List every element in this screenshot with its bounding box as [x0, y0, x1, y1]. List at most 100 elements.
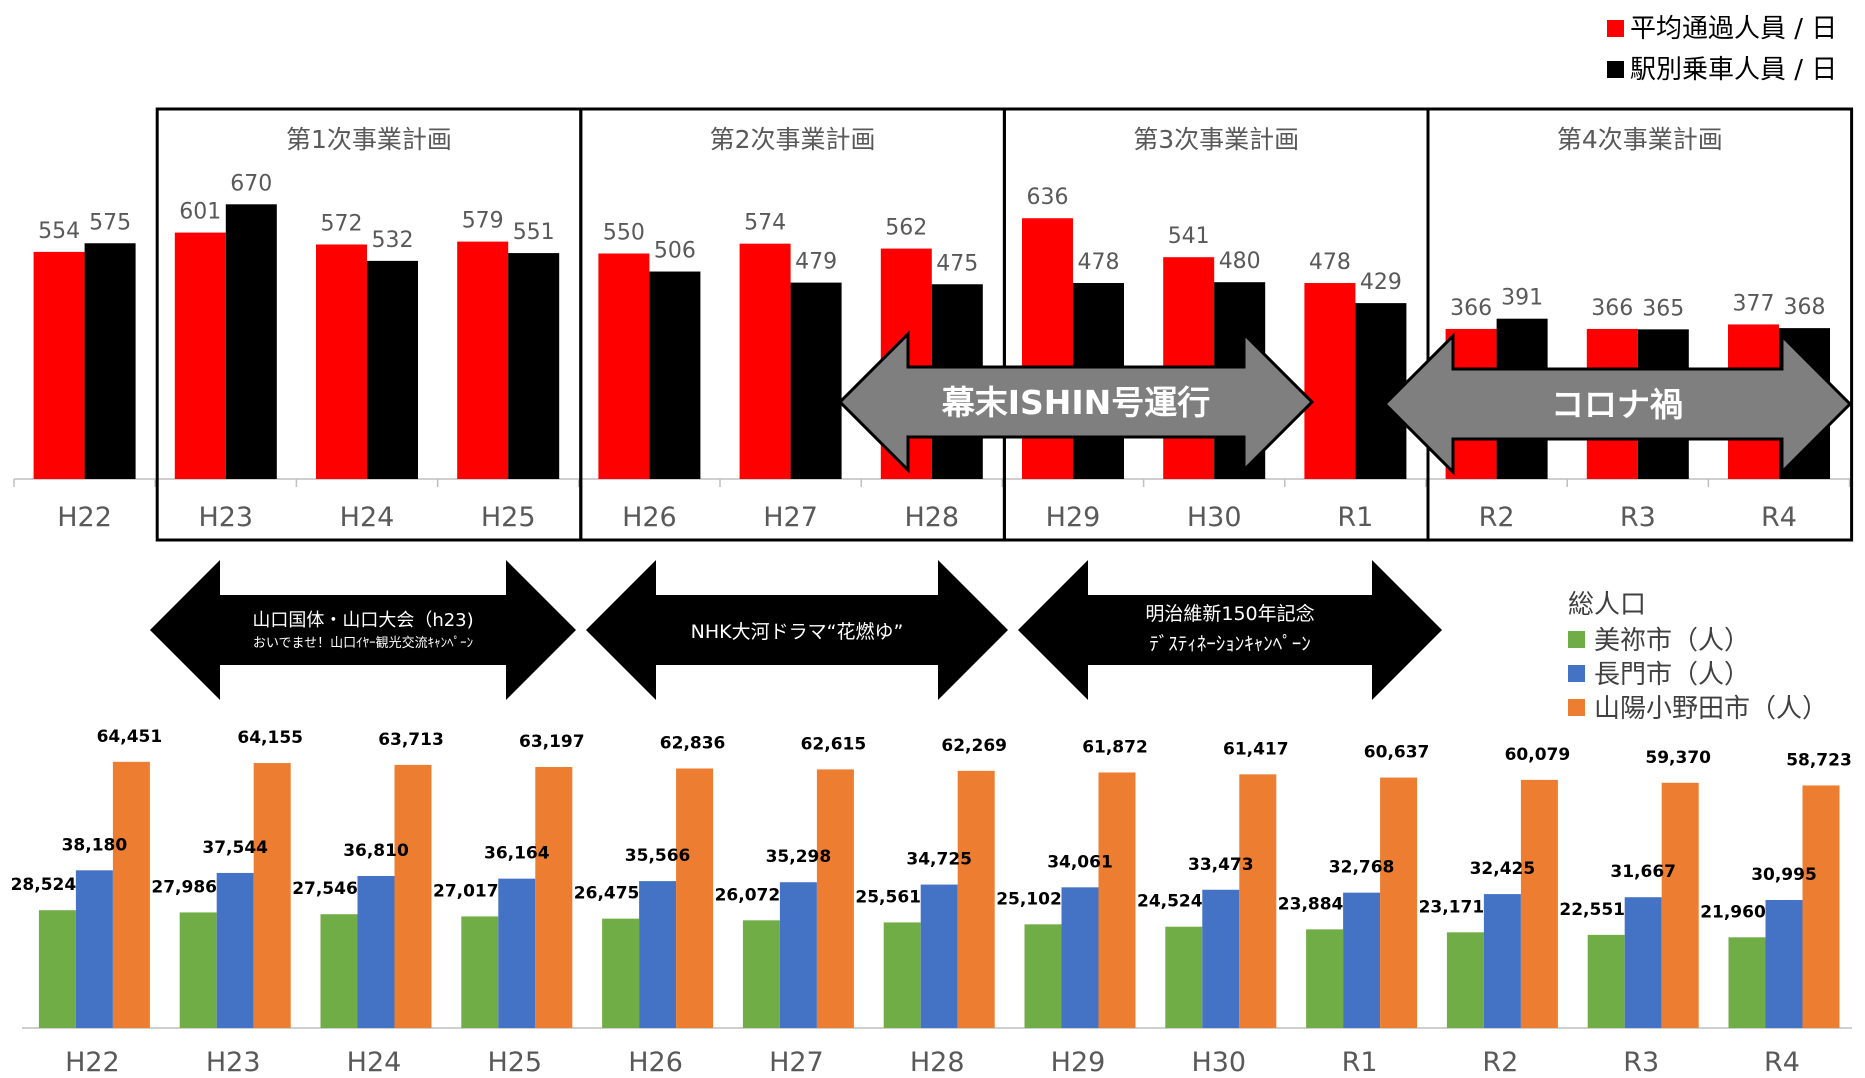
- bottom-category-label: R4: [1764, 1047, 1800, 1074]
- mine-value-label: 26,475: [574, 884, 640, 904]
- passing-bar: [174, 232, 226, 479]
- nagato-bar: [357, 875, 395, 1028]
- sanyo-onoda-bar: [1239, 774, 1277, 1028]
- top-category-label: H30: [1187, 502, 1242, 533]
- bottom-category-label: H28: [910, 1047, 965, 1074]
- bottom-category-label: H26: [628, 1047, 683, 1074]
- bottom-category-label: H30: [1191, 1047, 1246, 1074]
- nagato-bar: [1624, 897, 1662, 1028]
- mine-legend-swatch: [1568, 631, 1585, 648]
- bottom-category-label: H25: [487, 1047, 542, 1074]
- boarding-value-label: 365: [1642, 296, 1684, 321]
- event-3-line-1: 明治維新150年記念: [1145, 602, 1314, 625]
- plan-period-box: [1426, 107, 1854, 542]
- boarding-value-label: 479: [795, 250, 837, 275]
- mine-value-label: 28,524: [11, 875, 77, 895]
- passing-value-label: 579: [462, 209, 504, 234]
- sanyo-onoda-bar: [1661, 782, 1699, 1028]
- nagato-bar: [1343, 892, 1381, 1028]
- top-category-label: R2: [1479, 502, 1515, 533]
- passing-bar: [739, 243, 791, 479]
- passing-bar: [1304, 283, 1356, 479]
- passing-value-label: 478: [1309, 250, 1351, 275]
- bottom-category-label: R3: [1623, 1047, 1659, 1074]
- event-3-line-2: ﾃﾞｽﾃｨﾈｰｼｮﾝｷｬﾝﾍﾟｰﾝ: [1149, 633, 1311, 655]
- bottom-category-label: R2: [1482, 1047, 1518, 1074]
- sanyo-onoda-bar: [394, 764, 432, 1028]
- boarding-value-label: 480: [1219, 249, 1261, 274]
- sanyo-onoda-value-label: 63,197: [519, 732, 585, 752]
- boarding-legend-swatch: [1607, 61, 1624, 78]
- sanyo-onoda-value-label: 63,713: [378, 730, 444, 750]
- passing-bar: [1022, 218, 1073, 480]
- sanyo-onoda-bar: [957, 770, 995, 1028]
- passing-bar: [457, 241, 509, 479]
- boarding-value-label: 475: [936, 251, 978, 276]
- mine-value-label: 23,884: [1278, 894, 1344, 914]
- sanyo-onoda-value-label: 62,615: [801, 734, 867, 754]
- top-category-label: H25: [481, 502, 536, 533]
- sanyo-onoda-value-label: 61,872: [1082, 737, 1148, 757]
- covid-label: コロナ禍: [1551, 385, 1683, 424]
- passing-value-label: 377: [1733, 291, 1775, 316]
- top-category-label: H27: [763, 502, 818, 533]
- boarding-value-label: 506: [654, 239, 696, 264]
- sanyo-onoda-bar: [1380, 777, 1418, 1028]
- sanyo-onoda-bar: [1098, 772, 1136, 1028]
- event-arrow-2: [586, 560, 1008, 700]
- nagato-legend-label: 長門市（人）: [1594, 660, 1750, 690]
- top-category-label: R3: [1620, 502, 1656, 533]
- nagato-value-label: 36,810: [343, 841, 409, 861]
- mine-bar: [602, 918, 640, 1028]
- passing-bar: [33, 251, 85, 479]
- passing-value-label: 601: [179, 200, 221, 225]
- mine-bar: [742, 920, 780, 1028]
- nagato-value-label: 36,164: [484, 844, 550, 864]
- event-1-line-2: おいでませ！山口ｲﾔｰ観光交流ｷｬﾝﾍﾟｰﾝ: [253, 635, 473, 651]
- sanyo-onoda-bar: [676, 768, 714, 1028]
- mine-bar: [1587, 934, 1625, 1028]
- boarding-bar: [508, 253, 560, 479]
- mine-value-label: 27,017: [433, 881, 499, 901]
- nagato-value-label: 38,180: [62, 835, 128, 855]
- nagato-legend-swatch: [1568, 665, 1585, 682]
- mine-bar: [1024, 924, 1062, 1028]
- bottom-category-label: H24: [347, 1047, 402, 1074]
- top-category-label: R1: [1337, 502, 1373, 533]
- mine-bar: [38, 910, 76, 1028]
- mine-value-label: 25,102: [996, 889, 1062, 909]
- passing-value-label: 541: [1168, 224, 1210, 249]
- plan-period-label: 第2次事業計画: [710, 125, 876, 154]
- bottom-category-label: H27: [769, 1047, 824, 1074]
- nagato-value-label: 34,725: [906, 850, 972, 870]
- sanyo-onoda-value-label: 61,417: [1223, 739, 1289, 759]
- mine-bar: [1446, 932, 1484, 1028]
- bottom-category-label: R1: [1342, 1047, 1378, 1074]
- sanyo-onoda-value-label: 60,079: [1505, 745, 1571, 765]
- passing-legend-swatch: [1607, 20, 1624, 37]
- bottom-category-label: H29: [1051, 1047, 1106, 1074]
- boarding-value-label: 532: [372, 228, 414, 253]
- boarding-bar: [649, 271, 701, 479]
- passing-value-label: 636: [1027, 185, 1069, 210]
- sanyo-onoda-bar: [816, 769, 854, 1028]
- bottom-category-label: H22: [65, 1047, 120, 1074]
- boarding-value-label: 551: [513, 220, 555, 245]
- sanyo-onoda-value-label: 60,637: [1364, 743, 1430, 763]
- passing-legend-label: 平均通過人員 / 日: [1630, 14, 1837, 44]
- boarding-bar: [84, 243, 136, 479]
- mine-bar: [1165, 926, 1203, 1028]
- nagato-bar: [639, 881, 677, 1028]
- boarding-bar: [790, 282, 842, 479]
- passing-value-label: 574: [744, 211, 786, 236]
- sanyo-onoda-legend-label: 山陽小野田市（人）: [1594, 694, 1828, 724]
- nagato-value-label: 32,425: [1470, 859, 1536, 879]
- population-legend-title: 総人口: [1568, 590, 1646, 620]
- sanyo-onoda-value-label: 64,155: [237, 728, 303, 748]
- sanyo-onoda-legend-swatch: [1568, 699, 1585, 716]
- sanyo-onoda-bar: [253, 763, 291, 1028]
- boarding-value-label: 368: [1784, 295, 1826, 320]
- sanyo-onoda-value-label: 59,370: [1645, 748, 1711, 768]
- bottom-category-label: H23: [206, 1047, 261, 1074]
- nagato-value-label: 35,566: [625, 846, 691, 866]
